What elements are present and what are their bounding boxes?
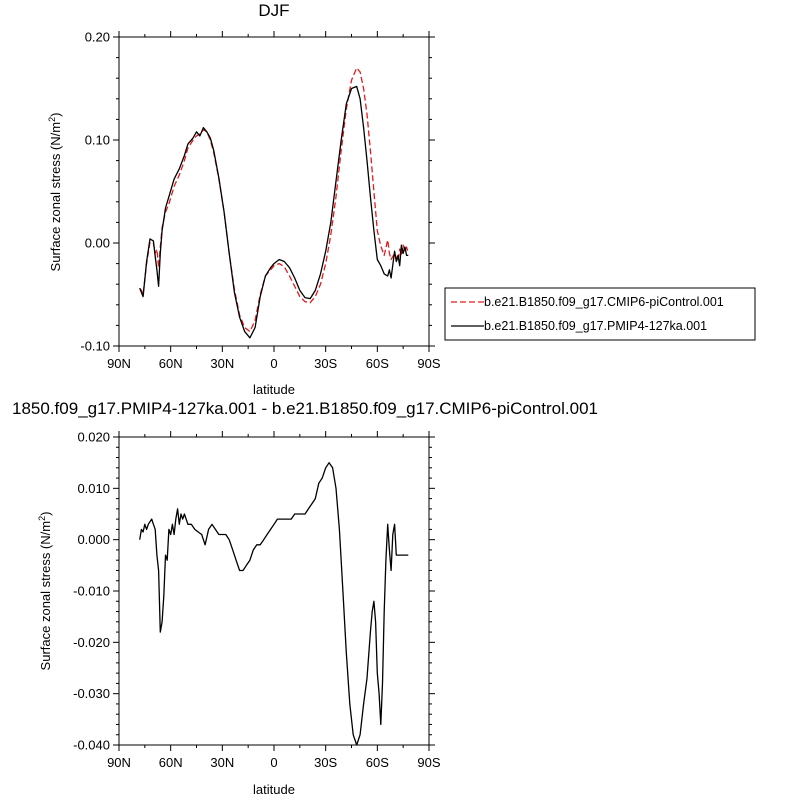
top-y-tick-label: 0.00 bbox=[85, 236, 110, 251]
bottom-panel: 1850.f09_g17.PMIP4-127ka.001 - b.e21.B18… bbox=[12, 399, 598, 797]
bottom-y-axis-label: Surface zonal stress (N/m2) bbox=[37, 512, 53, 671]
bottom-y-tick-label: -0.040 bbox=[73, 738, 110, 753]
top-chart-title: DJF bbox=[258, 1, 289, 20]
top-x-axis-label: latitude bbox=[253, 382, 295, 397]
legend: b.e21.B1850.f09_g17.CMIP6-piControl.001 … bbox=[444, 287, 756, 341]
top-y-ticks bbox=[113, 36, 435, 347]
bottom-chart-title: 1850.f09_g17.PMIP4-127ka.001 - b.e21.B18… bbox=[12, 399, 598, 418]
top-x-tick-label: 30N bbox=[210, 356, 234, 371]
legend-box bbox=[444, 287, 756, 341]
bottom-y-tick-label: 0.020 bbox=[77, 430, 110, 445]
bottom-y-axis-label-close: ) bbox=[38, 512, 53, 516]
top-x-tick-label: 60N bbox=[159, 356, 183, 371]
bottom-x-tick-label: 60S bbox=[366, 755, 389, 770]
bottom-x-tick-label: 30N bbox=[210, 755, 234, 770]
bottom-y-tick-label: -0.010 bbox=[73, 584, 110, 599]
top-y-axis-label-sup: 2 bbox=[47, 117, 57, 122]
bottom-y-tick-label: -0.020 bbox=[73, 635, 110, 650]
top-y-tick-label: -0.10 bbox=[80, 339, 110, 354]
top-x-ticks bbox=[118, 31, 430, 352]
bottom-y-tick-label: -0.030 bbox=[73, 686, 110, 701]
bottom-y-tick-labels: -0.040 -0.030 -0.020 -0.010 0.000 0.010 0.020 bbox=[73, 430, 110, 753]
bottom-y-tick-label: 0.010 bbox=[77, 481, 110, 496]
top-x-tick-label: 90S bbox=[417, 356, 440, 371]
bottom-x-tick-label: 30S bbox=[314, 755, 337, 770]
top-y-tick-labels: -0.10 0.00 0.10 0.20 bbox=[80, 30, 110, 354]
bottom-y-axis-label-sup: 2 bbox=[37, 516, 47, 521]
bottom-x-axis-label: latitude bbox=[253, 782, 295, 797]
top-series-group bbox=[139, 67, 409, 339]
top-y-tick-label: 0.10 bbox=[85, 133, 110, 148]
bottom-x-tick-label: 90S bbox=[417, 755, 440, 770]
top-y-tick-label: 0.20 bbox=[85, 30, 110, 45]
top-y-axis-label: Surface zonal stress (N/m2) bbox=[47, 113, 63, 272]
top-x-tick-labels: 90N 60N 30N 0 30S 60S 90S bbox=[107, 356, 441, 371]
bottom-y-tick-label: 0.000 bbox=[77, 532, 110, 547]
top-plot-frame bbox=[118, 36, 430, 347]
top-x-tick-label: 60S bbox=[366, 356, 389, 371]
legend-label-control: b.e21.B1850.f09_g17.CMIP6-piControl.001 bbox=[484, 295, 724, 309]
bottom-y-ticks bbox=[113, 436, 435, 746]
top-series-line-pmip bbox=[139, 85, 409, 339]
bottom-x-tick-label: 0 bbox=[270, 755, 277, 770]
bottom-x-tick-labels: 90N 60N 30N 0 30S 60S 90S bbox=[107, 755, 441, 770]
top-series-line-control bbox=[139, 67, 409, 333]
top-panel: DJF -0.100.000.100.20 90N 60N 30N 0 30S 60S 90… bbox=[47, 1, 441, 397]
bottom-y-axis-label-main: Surface zonal stress (N/m bbox=[38, 521, 53, 671]
bottom-x-tick-label: 60N bbox=[159, 755, 183, 770]
bottom-x-tick-label: 90N bbox=[107, 755, 131, 770]
top-x-tick-label: 30S bbox=[314, 356, 337, 371]
bottom-x-ticks bbox=[118, 431, 430, 751]
bottom-series-line-pmip bbox=[139, 462, 409, 746]
bottom-series-group bbox=[139, 462, 409, 746]
legend-label-pmip: b.e21.B1850.f09_g17.PMIP4-127ka.001 bbox=[484, 319, 707, 333]
top-y-axis-label-close: ) bbox=[48, 113, 63, 117]
top-x-tick-label: 90N bbox=[107, 356, 131, 371]
top-x-tick-label: 0 bbox=[270, 356, 277, 371]
top-y-axis-label-main: Surface zonal stress (N/m bbox=[48, 122, 63, 272]
